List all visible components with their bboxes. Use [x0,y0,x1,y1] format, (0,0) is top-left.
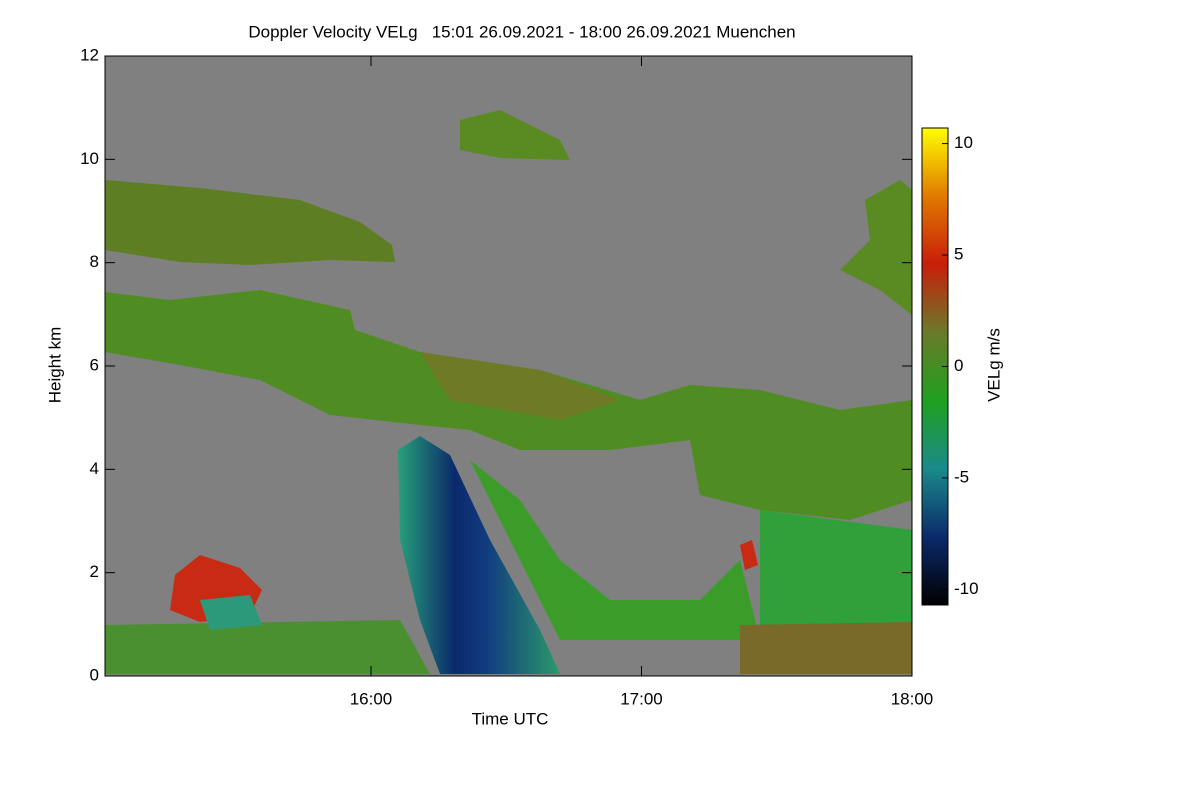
colorbar-tick-label: -10 [954,579,979,598]
y-tick-label: 2 [90,562,99,581]
x-tick-label: 17:00 [620,689,663,708]
echo-right-upper [840,180,912,315]
echo-cirrus [460,110,570,160]
chart-title: Doppler Velocity VELg 15:01 26.09.2021 -… [248,22,795,41]
y-tick-label: 8 [90,252,99,271]
colorbar-tick-label: 10 [954,133,973,152]
y-axis-label: Height km [45,327,64,404]
echo-surface-right [740,622,912,674]
x-axis-label: Time UTC [472,709,549,728]
x-tick-label: 16:00 [350,689,393,708]
y-tick-label: 12 [80,45,99,64]
colorbar-tick-label: 5 [954,245,963,264]
echo-red-small [740,540,758,570]
echo-low-green [470,460,760,640]
colorbar-label: VELg m/s [984,328,1003,402]
echo-upper [105,180,395,265]
y-tick-label: 0 [90,665,99,684]
colorbar-tick-label: -5 [954,467,969,486]
echo-teal-patch [200,595,262,630]
x-tick-label: 18:00 [891,689,934,708]
y-tick-label: 10 [80,149,99,168]
plot-area [104,55,913,677]
echo-fall-streak [398,436,560,674]
y-tick-label: 6 [90,355,99,374]
colorbar-tick-label: 0 [954,356,963,375]
echo-right-low [760,510,912,630]
echo-middle-olive [420,352,620,420]
echo-surface-left [105,620,430,674]
y-tick-label: 4 [90,459,99,478]
